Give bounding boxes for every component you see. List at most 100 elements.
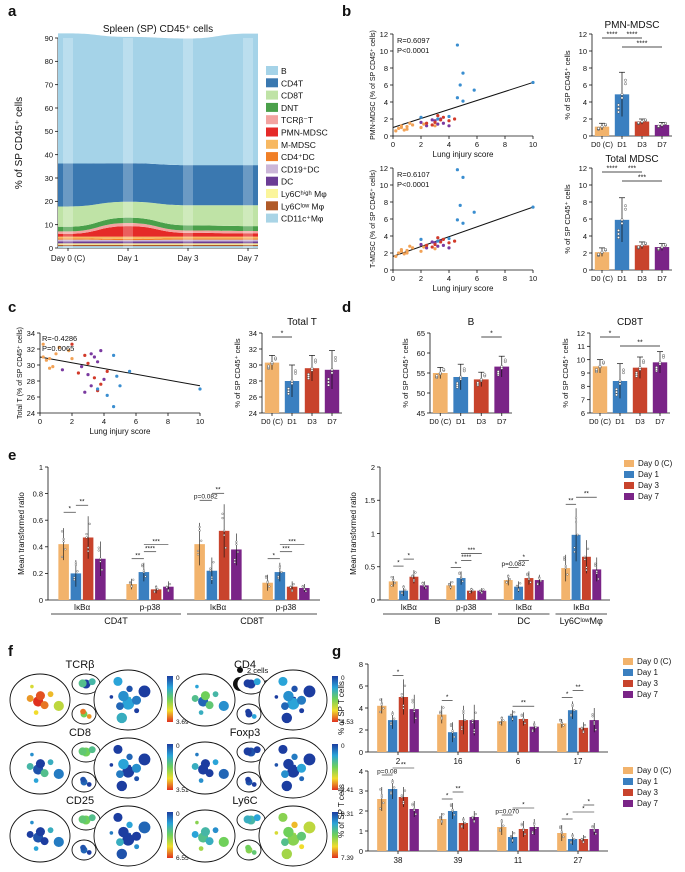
x-tick-label: 2 xyxy=(70,417,74,426)
data-dot xyxy=(210,578,213,581)
x-sublabel: IκBα xyxy=(516,603,533,612)
data-dot xyxy=(635,371,638,375)
panel-letter-b: b xyxy=(342,3,351,20)
legend-entry: Day 1 xyxy=(637,777,658,786)
cluster-node xyxy=(78,815,87,824)
cluster-node xyxy=(30,684,34,689)
data-dot xyxy=(533,723,536,727)
y-axis-label: % of SP CD45⁺ cells xyxy=(401,338,410,408)
data-dot xyxy=(277,576,280,580)
y-tick-label: 12 xyxy=(579,30,587,39)
cluster-node xyxy=(243,815,252,824)
data-dot xyxy=(414,717,417,720)
legend-swatch xyxy=(623,767,633,774)
bar xyxy=(578,839,589,851)
area-series-B xyxy=(58,33,258,166)
x-axis-label: Lung injury score xyxy=(433,150,494,159)
significance-label: *** xyxy=(152,538,160,545)
data-dot xyxy=(100,568,104,571)
y-tick-label: 7 xyxy=(581,395,585,404)
cluster-node xyxy=(245,776,251,783)
x-tick-label: 0 xyxy=(38,417,42,426)
scatter-point xyxy=(408,121,412,125)
data-dot xyxy=(62,537,65,541)
data-dot xyxy=(502,824,505,827)
data-dot xyxy=(235,540,238,543)
data-dot xyxy=(74,561,77,564)
significance-label: **** xyxy=(607,166,618,173)
bar xyxy=(614,219,630,270)
data-dot xyxy=(597,126,600,130)
scatter-point xyxy=(419,120,423,124)
data-dot xyxy=(393,786,396,789)
legend-swatch xyxy=(623,778,633,785)
y-tick-label: 2 xyxy=(384,115,388,124)
data-dot xyxy=(576,533,579,536)
cluster-node xyxy=(296,695,307,705)
data-dot xyxy=(536,583,539,586)
cluster-node xyxy=(47,759,54,766)
y-tick-label: 2 xyxy=(583,249,587,258)
data-dot xyxy=(471,721,474,724)
data-dot xyxy=(167,589,170,593)
x-sublabel: p-p38 xyxy=(456,603,477,612)
cluster-node xyxy=(251,714,257,719)
bar xyxy=(299,588,310,600)
data-dot xyxy=(223,529,226,532)
cluster-node xyxy=(116,848,128,860)
data-dot xyxy=(442,706,445,709)
scatter-point xyxy=(419,125,423,130)
y-tick-label: 4 xyxy=(384,98,388,107)
cluster-node xyxy=(26,695,34,702)
data-dot xyxy=(289,586,292,589)
x-tick-label: D7 xyxy=(657,274,667,283)
cluster-node xyxy=(33,778,39,783)
data-dot xyxy=(235,543,238,546)
significance-label: * xyxy=(272,552,275,559)
x-axis-label: Lung injury score xyxy=(90,427,151,436)
node-map-Foxp3: Foxp3 0 2.41 xyxy=(174,727,354,799)
bar xyxy=(58,544,69,600)
y-tick-label: 26 xyxy=(249,393,257,402)
data-dot xyxy=(310,366,314,370)
bar xyxy=(458,720,469,752)
data-dot xyxy=(141,565,144,568)
legend-swatch xyxy=(266,189,278,198)
data-dot xyxy=(393,717,396,720)
data-dot xyxy=(594,564,597,567)
y-tick-label: 2 xyxy=(359,726,363,735)
data-dot xyxy=(460,825,463,828)
node-map-CD8: CD8 0 3.51 xyxy=(9,727,189,799)
scatter-point xyxy=(447,114,451,119)
bar xyxy=(578,727,589,752)
significance-label: * xyxy=(582,806,585,813)
significance-label: ** xyxy=(135,552,141,559)
data-dot xyxy=(402,586,405,589)
cluster-node xyxy=(131,831,142,841)
bar xyxy=(286,586,298,600)
data-dot xyxy=(462,367,466,371)
scatter-point xyxy=(402,252,406,256)
scale-max: 2.41 xyxy=(341,787,354,794)
cluster-node xyxy=(200,691,210,701)
cluster-node xyxy=(253,746,261,754)
y-tick-label: 0 xyxy=(49,244,53,253)
area-chart-a: 0 10 20 30 40 50 60 70 80 90 % of SP CD45⁺ cells Da… xyxy=(14,24,259,263)
data-dot xyxy=(268,585,271,588)
y-axis-label: Mean transformed ratio xyxy=(349,492,358,575)
significance-label: **** xyxy=(461,554,472,561)
data-dot xyxy=(128,582,132,585)
cluster-node xyxy=(296,763,307,773)
data-dot xyxy=(585,568,588,572)
data-dot xyxy=(534,827,537,830)
y-tick-label: 0.5 xyxy=(365,563,375,572)
y-tick-label: 8 xyxy=(384,64,388,73)
data-dot xyxy=(379,698,382,701)
y-tick-label: 10 xyxy=(380,47,388,56)
y-tick-label: 90 xyxy=(45,34,53,43)
scale-max: 4.53 xyxy=(341,719,354,726)
data-dot xyxy=(604,248,607,251)
cluster-node xyxy=(212,691,219,698)
marker-label: Foxp3 xyxy=(230,727,261,739)
